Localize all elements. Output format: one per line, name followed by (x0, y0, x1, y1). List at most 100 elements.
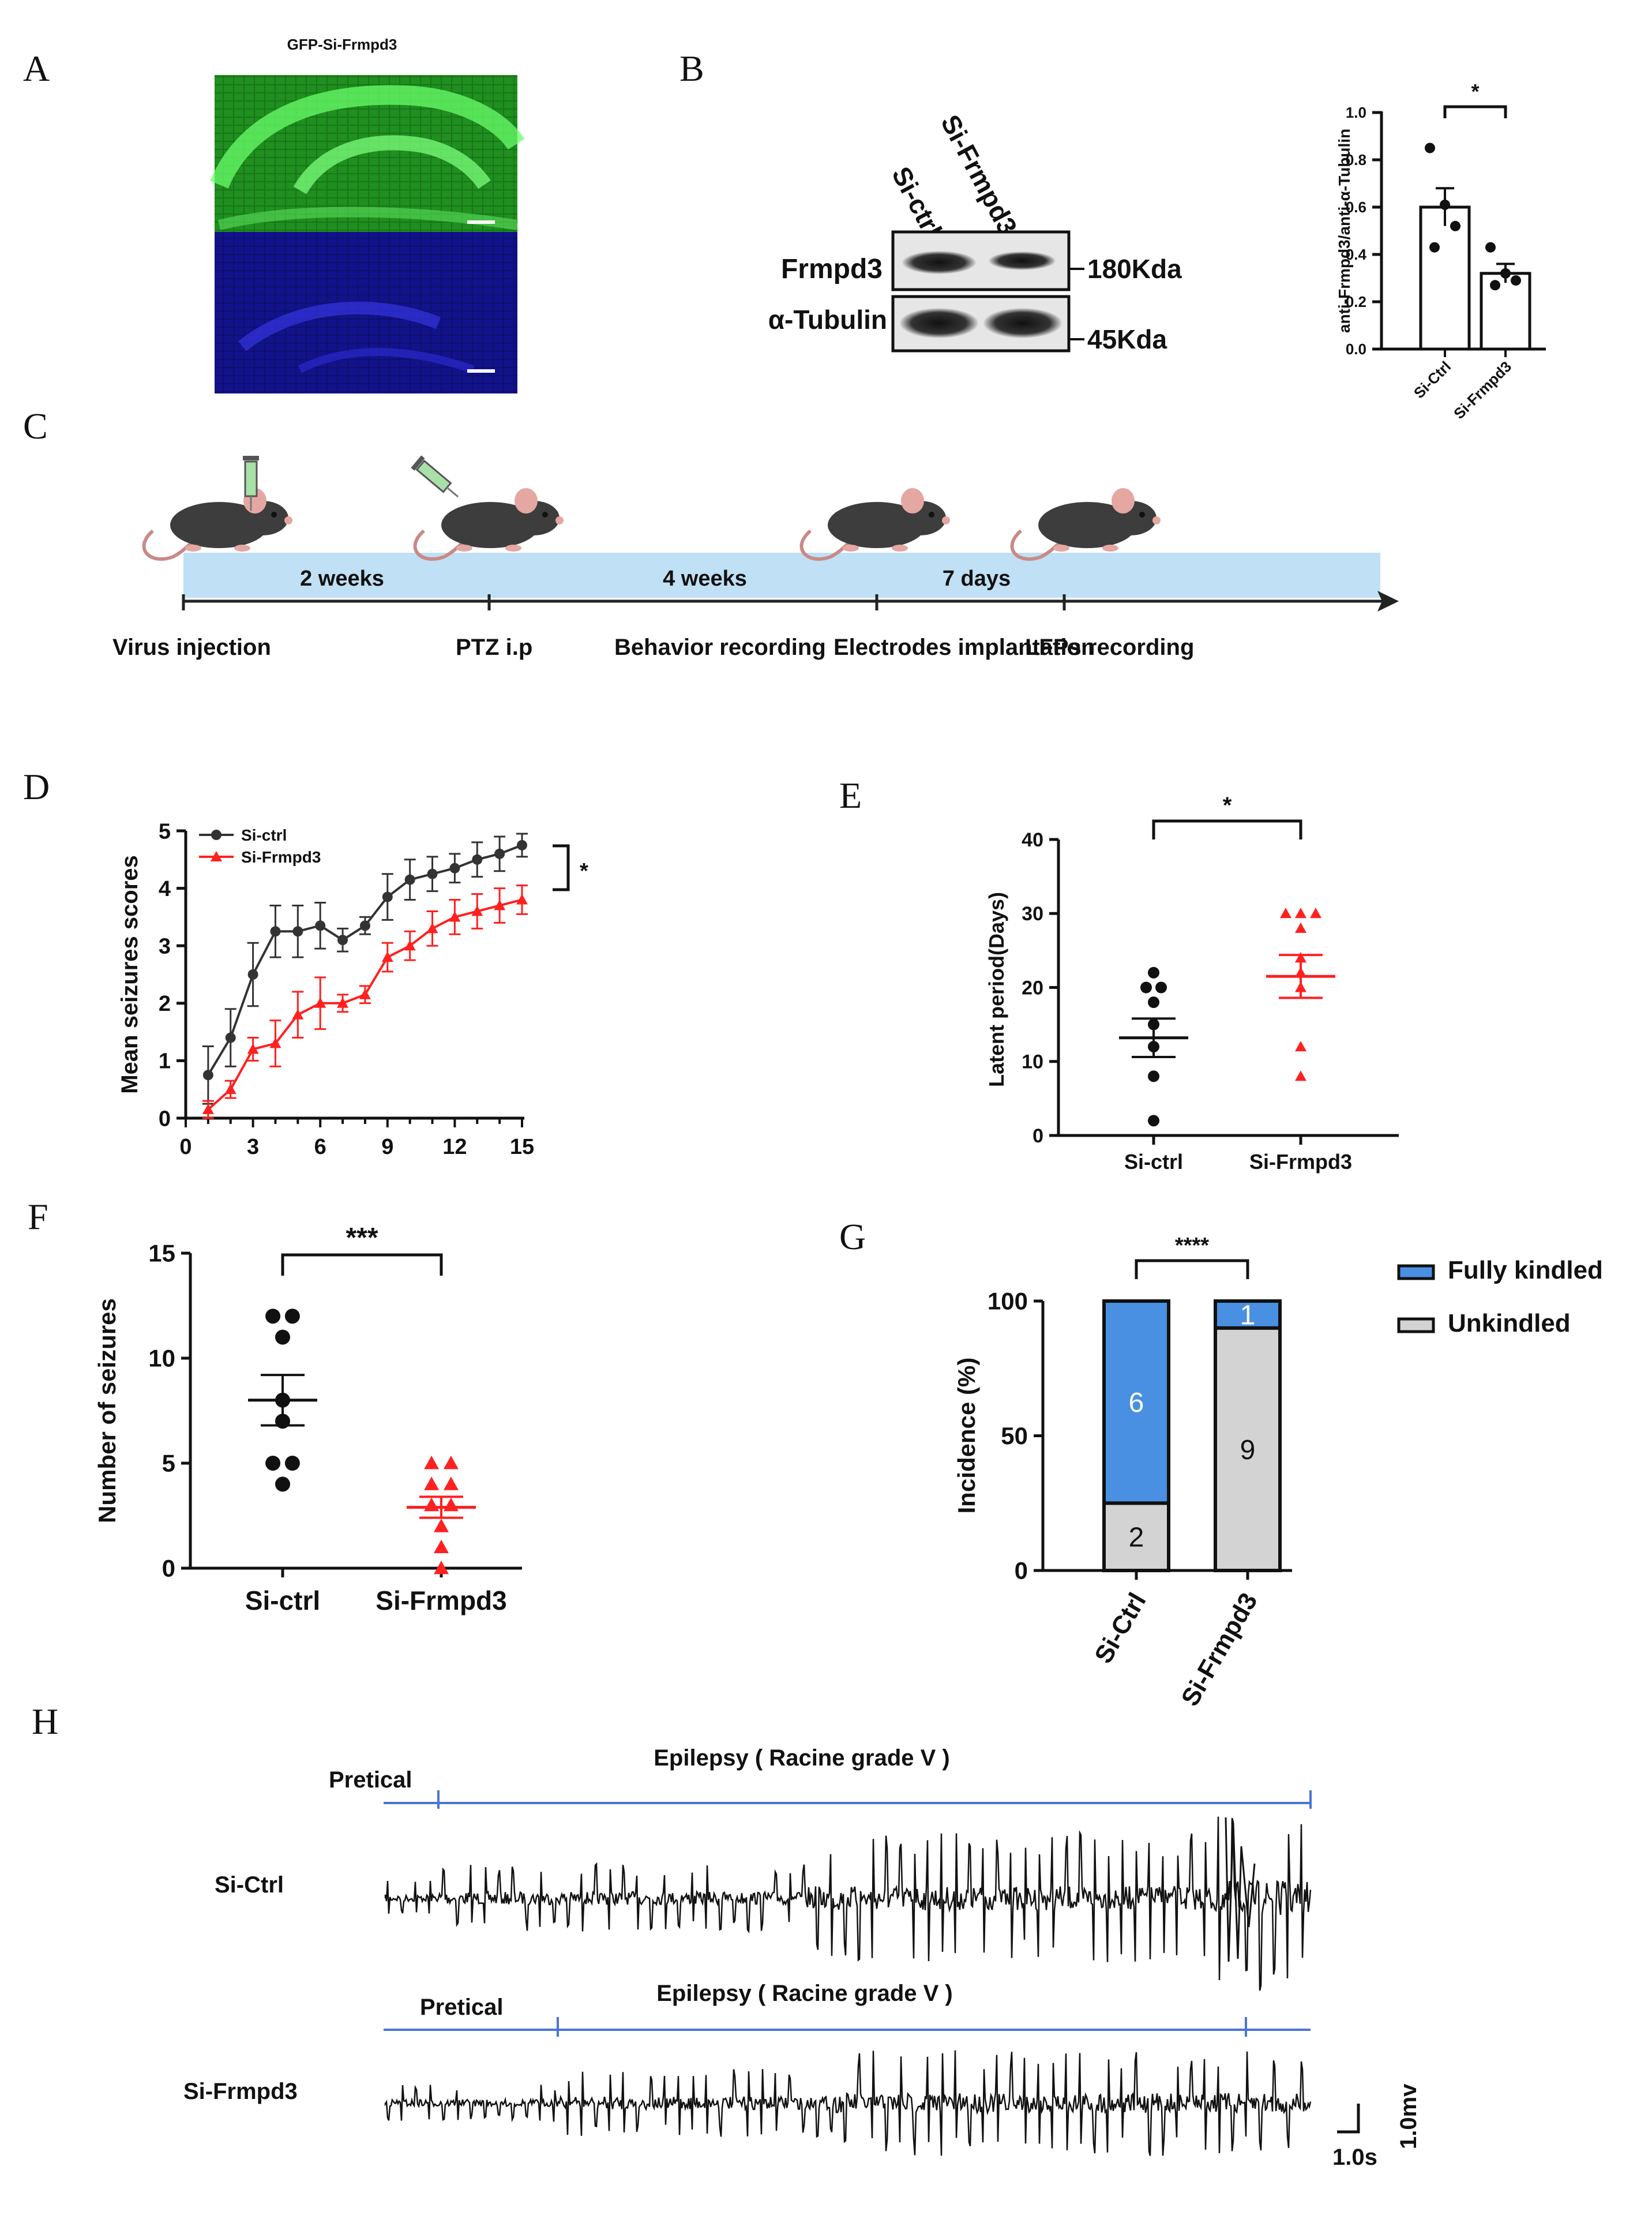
chart-e-point (1148, 1115, 1159, 1127)
chart-e-point (1148, 996, 1159, 1009)
chart-e-x-tick-label: Si-Frmpd3 (1249, 1150, 1352, 1174)
chart-d-x-tick-label: 12 (442, 1135, 467, 1159)
chart-d-y-tick-label: 4 (159, 877, 171, 901)
trace2-label: Si-Frmpd3 (183, 2079, 298, 2104)
chart-e-point (1295, 908, 1306, 919)
chart-f-point (284, 1309, 300, 1324)
event-ptz-ip: PTZ i.p (456, 635, 532, 660)
chart-e-y-tick-label: 40 (1022, 829, 1043, 851)
chart-d-legend-label: Si-Frmpd3 (241, 848, 321, 866)
chart-d-point (314, 997, 326, 1008)
chart-d-sig-bracket (553, 844, 570, 891)
chart-g-y-tick-label: 50 (1001, 1422, 1028, 1449)
chart-f-sem-bar (419, 1495, 463, 1519)
chart-f-seizure-number: 0 5 10 15 Si-ctrl Si-Frmpd3 *** Number of seizu… (93, 1223, 522, 1615)
chart-b-point (1450, 220, 1460, 231)
chart-f-point (265, 1309, 281, 1324)
size-180kda: 180Kda (1087, 254, 1182, 284)
chart-b-y-tick-label: 0.4 (1346, 246, 1367, 263)
chart-f-sig-bracket (281, 1253, 443, 1276)
chart-b-point (1511, 275, 1521, 286)
chart-e-point (1295, 922, 1306, 933)
chart-d-point (404, 874, 415, 885)
chart-g-count-label: 1 (1240, 1300, 1256, 1330)
chart-e-point (1140, 981, 1152, 994)
chart-g-x-tick-label: Si-Ctrl (1089, 1588, 1151, 1669)
panel-label-f: F (28, 1196, 48, 1237)
scale-y-label: 1.0mv (1396, 2083, 1421, 2149)
chart-d-point (471, 905, 483, 916)
chart-d-point (247, 969, 258, 980)
syringe-icon (410, 454, 464, 504)
chart-f-point (443, 1476, 459, 1490)
gfp-hippocampus-band (210, 85, 525, 189)
scale-x-label: 1.0s (1332, 2145, 1377, 2170)
chart-f-point (424, 1476, 440, 1490)
chart-d-y-tick-label: 0 (159, 1107, 171, 1131)
chart-b-point (1500, 268, 1511, 279)
scale-bar-a1 (467, 220, 495, 224)
chart-d-point (292, 926, 303, 937)
chart-f-sig-label: *** (346, 1223, 378, 1253)
chart-g-x-tick-label: Si-Frmpd3 (1176, 1588, 1263, 1711)
panel-a: GFP-Si-Frmpd3 (210, 36, 525, 393)
chart-d-point (426, 923, 438, 934)
trace-si-ctrl (384, 1816, 1312, 1991)
chart-g-legend-label: Unkindled (1448, 1309, 1571, 1337)
chart-d-point (270, 926, 281, 937)
scale-bar-h (1337, 2104, 1360, 2134)
chart-f-point (275, 1476, 290, 1492)
chart-f-y-tick-label: 5 (162, 1450, 175, 1477)
event-lfps-recording: LFPs recording (1025, 635, 1194, 660)
chart-e-y-tick-label: 0 (1032, 1125, 1043, 1147)
chart-f-y-tick-label: 15 (148, 1240, 175, 1267)
chart-e-point (1148, 1070, 1159, 1082)
event-virus-injection: Virus injection (112, 635, 271, 660)
chart-g-bar-segment (1102, 1299, 1170, 1505)
chart-e-point (1280, 908, 1291, 919)
chart-g-sig-label: **** (1175, 1234, 1209, 1258)
chart-e-point (1295, 1041, 1306, 1052)
chart-f-x-tick-label: Si-Frmpd3 (376, 1585, 506, 1615)
period-2-weeks: 2 weeks (300, 567, 384, 591)
chart-e-ylabel: Latent period(Days) (985, 892, 1008, 1087)
chart-d-x-tick-label: 0 (179, 1135, 192, 1159)
chart-g-y-tick-label: 100 (988, 1288, 1028, 1315)
chart-e-point (1295, 1070, 1306, 1081)
chart-d-point (382, 891, 393, 902)
chart-g-count-label: 2 (1129, 1523, 1144, 1553)
chart-e-sem-bar (1132, 1017, 1176, 1059)
chart-d-point (202, 1104, 214, 1115)
chart-d-x-tick-label: 15 (510, 1135, 534, 1159)
chart-d-point (472, 854, 483, 865)
panel-c-timeline: 2 weeks 4 weeks 7 days Virus injection P… (112, 454, 1399, 660)
scale-bar-a2 (467, 369, 495, 373)
panel-label-e: E (839, 775, 862, 816)
panel-a-title: GFP-Si-Frmpd3 (287, 36, 397, 53)
trace-si-frmpd3 (384, 2050, 1312, 2156)
chart-d-y-tick-label: 2 (159, 992, 171, 1016)
chart-e-sig-bracket (1152, 819, 1302, 839)
chart-e-sig-label: * (1223, 793, 1232, 818)
panel-label-c: C (23, 406, 48, 447)
chart-d-y-tick-label: 3 (159, 935, 171, 959)
chart-e-latent-period: 0 10 20 30 40 Si-ctrl Si-Frmpd3 * Latent period(… (985, 793, 1399, 1174)
chart-d-point (517, 839, 527, 850)
timeline-band (183, 553, 1380, 598)
chart-f-point (275, 1329, 290, 1345)
period-7-days: 7 days (943, 567, 1011, 591)
chart-f-y-tick-label: 10 (148, 1345, 175, 1372)
chart-d-x-tick-label: 3 (247, 1135, 259, 1159)
event-electrodes-line: Electrodes implantation (833, 635, 1095, 660)
chart-f-point (443, 1456, 459, 1470)
chart-d-x-tick-label: 9 (381, 1135, 393, 1159)
chart-f-y-tick-label: 0 (162, 1555, 175, 1582)
chart-f-x-tick-label: Si-ctrl (245, 1585, 320, 1615)
chart-g-incidence: 0 50 100 2 6 Si-Ctrl 9 1 Si-Frmpd3 Incidence (%) *… (953, 1234, 1603, 1711)
chart-b-sig-label: * (1471, 80, 1479, 103)
chart-e-y-tick-label: 10 (1022, 1051, 1043, 1073)
panel-label-d: D (23, 766, 50, 807)
chart-g-legend-swatch (1397, 1264, 1435, 1280)
event-behavior-line: Behavior recording (614, 635, 826, 660)
